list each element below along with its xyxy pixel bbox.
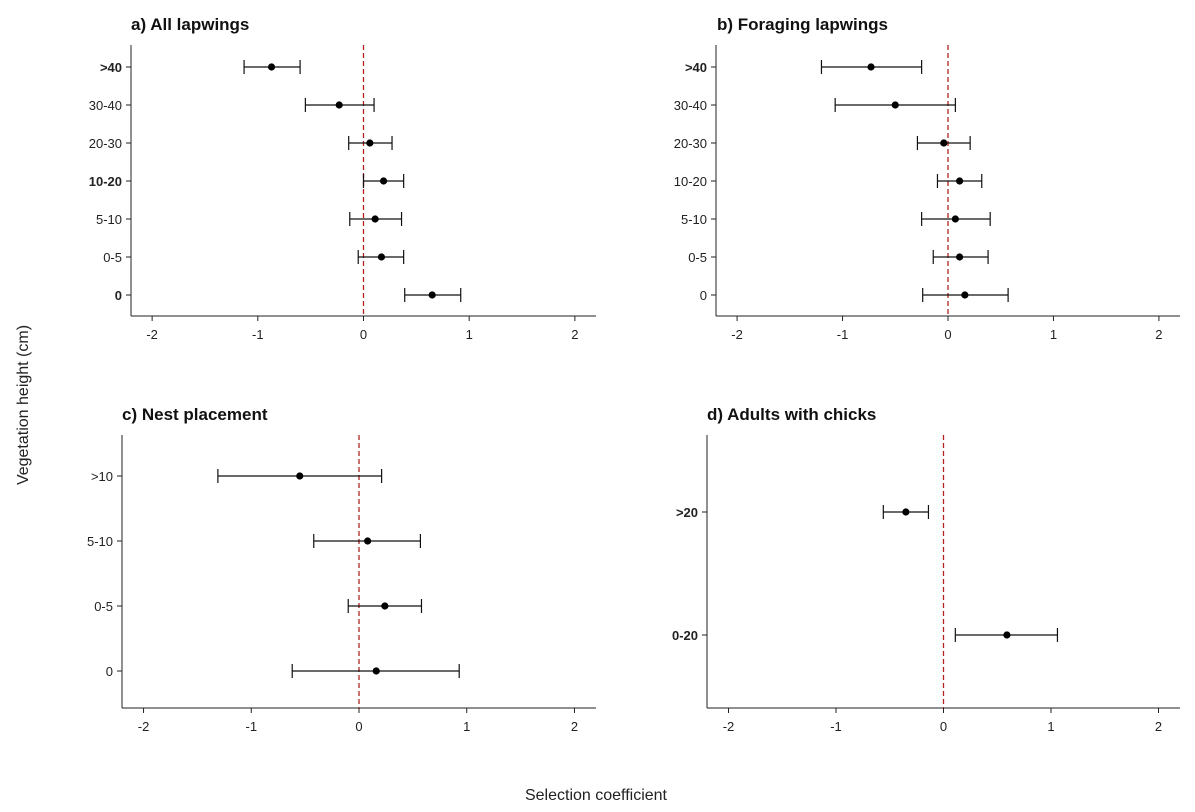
estimate-point xyxy=(428,291,436,299)
x-tick-label: -2 xyxy=(146,327,158,342)
x-tick-label: 0 xyxy=(940,719,947,734)
panel-title: d) Adults with chicks xyxy=(707,405,876,424)
estimate-point xyxy=(940,139,948,147)
panel-foraging-lapwings: b) Foraging lapwings -2 -1 0 1 2 0 0-5 5-10 10-20… xyxy=(674,15,1180,342)
y-tick-label: 5-10 xyxy=(681,212,707,227)
panel-title: c) Nest placement xyxy=(122,405,268,424)
y-tick-label: 10-20 xyxy=(89,174,122,189)
estimate-point xyxy=(267,63,276,71)
x-tick-label: -1 xyxy=(245,719,257,734)
y-tick-label: 0-5 xyxy=(103,250,122,265)
estimate-point xyxy=(951,215,959,223)
panel-all-lapwings: a) All lapwings -2 -1 0 1 2 0 0-5 5-10 10-20 20-30… xyxy=(89,15,596,342)
panel-nest-placement: c) Nest placement -2 -1 0 1 2 0 0-5 5-10 >10 xyxy=(87,405,596,734)
x-tick-label: 2 xyxy=(571,327,578,342)
estimate-point xyxy=(377,253,386,261)
y-tick-label: 10-20 xyxy=(674,174,707,189)
x-tick-label: 2 xyxy=(571,719,578,734)
panel-adults-with-chicks: d) Adults with chicks -2 -1 0 1 2 0-20 >20 xyxy=(672,405,1180,734)
estimate-point xyxy=(366,139,374,147)
estimate-point xyxy=(296,472,304,480)
y-tick-label: 0-5 xyxy=(688,250,707,265)
y-axis-title: Vegetation height (cm) xyxy=(15,325,32,485)
x-tick-label: 0 xyxy=(360,327,367,342)
estimate-point xyxy=(372,667,380,675)
y-tick-label: 30-40 xyxy=(89,98,122,113)
x-tick-label: 2 xyxy=(1155,327,1162,342)
estimate-point xyxy=(371,215,379,223)
x-tick-label: 1 xyxy=(463,719,470,734)
x-tick-label: -2 xyxy=(731,327,743,342)
y-tick-label: 0-5 xyxy=(94,599,113,614)
panel-title: a) All lapwings xyxy=(131,15,249,34)
x-tick-label: -2 xyxy=(138,719,150,734)
estimate-point xyxy=(956,177,964,185)
y-tick-label: 0 xyxy=(115,288,122,303)
y-tick-label: 5-10 xyxy=(87,534,113,549)
y-tick-label: >40 xyxy=(685,60,707,75)
y-tick-label: 0 xyxy=(700,288,707,303)
y-tick-label: >10 xyxy=(91,469,113,484)
x-tick-label: -1 xyxy=(830,719,842,734)
estimate-point xyxy=(867,63,875,71)
estimate-point xyxy=(956,253,964,261)
x-tick-label: -2 xyxy=(723,719,735,734)
y-tick-label: 20-30 xyxy=(89,136,122,151)
y-tick-label: 20-30 xyxy=(674,136,707,151)
x-tick-label: -1 xyxy=(837,327,849,342)
x-tick-label: 1 xyxy=(466,327,473,342)
x-tick-label: 1 xyxy=(1050,327,1057,342)
x-tick-label: 1 xyxy=(1047,719,1054,734)
x-tick-label: 2 xyxy=(1155,719,1162,734)
estimate-point xyxy=(381,602,389,610)
estimate-point xyxy=(379,177,388,185)
estimate-point xyxy=(891,101,899,109)
y-tick-label: 30-40 xyxy=(674,98,707,113)
x-tick-label: -1 xyxy=(252,327,264,342)
x-axis-title: Selection coefficient xyxy=(525,787,668,804)
panel-title: b) Foraging lapwings xyxy=(717,15,888,34)
estimate-point xyxy=(364,537,372,545)
y-tick-label: 5-10 xyxy=(96,212,122,227)
y-tick-label: >40 xyxy=(100,60,122,75)
estimate-point xyxy=(961,291,969,299)
y-tick-label: 0-20 xyxy=(672,628,698,643)
y-tick-label: >20 xyxy=(676,505,698,520)
x-tick-label: 0 xyxy=(355,719,362,734)
y-tick-label: 0 xyxy=(106,664,113,679)
estimate-point xyxy=(902,508,910,516)
x-tick-label: 0 xyxy=(944,327,951,342)
estimate-point xyxy=(1003,631,1011,639)
estimate-point xyxy=(335,101,343,109)
